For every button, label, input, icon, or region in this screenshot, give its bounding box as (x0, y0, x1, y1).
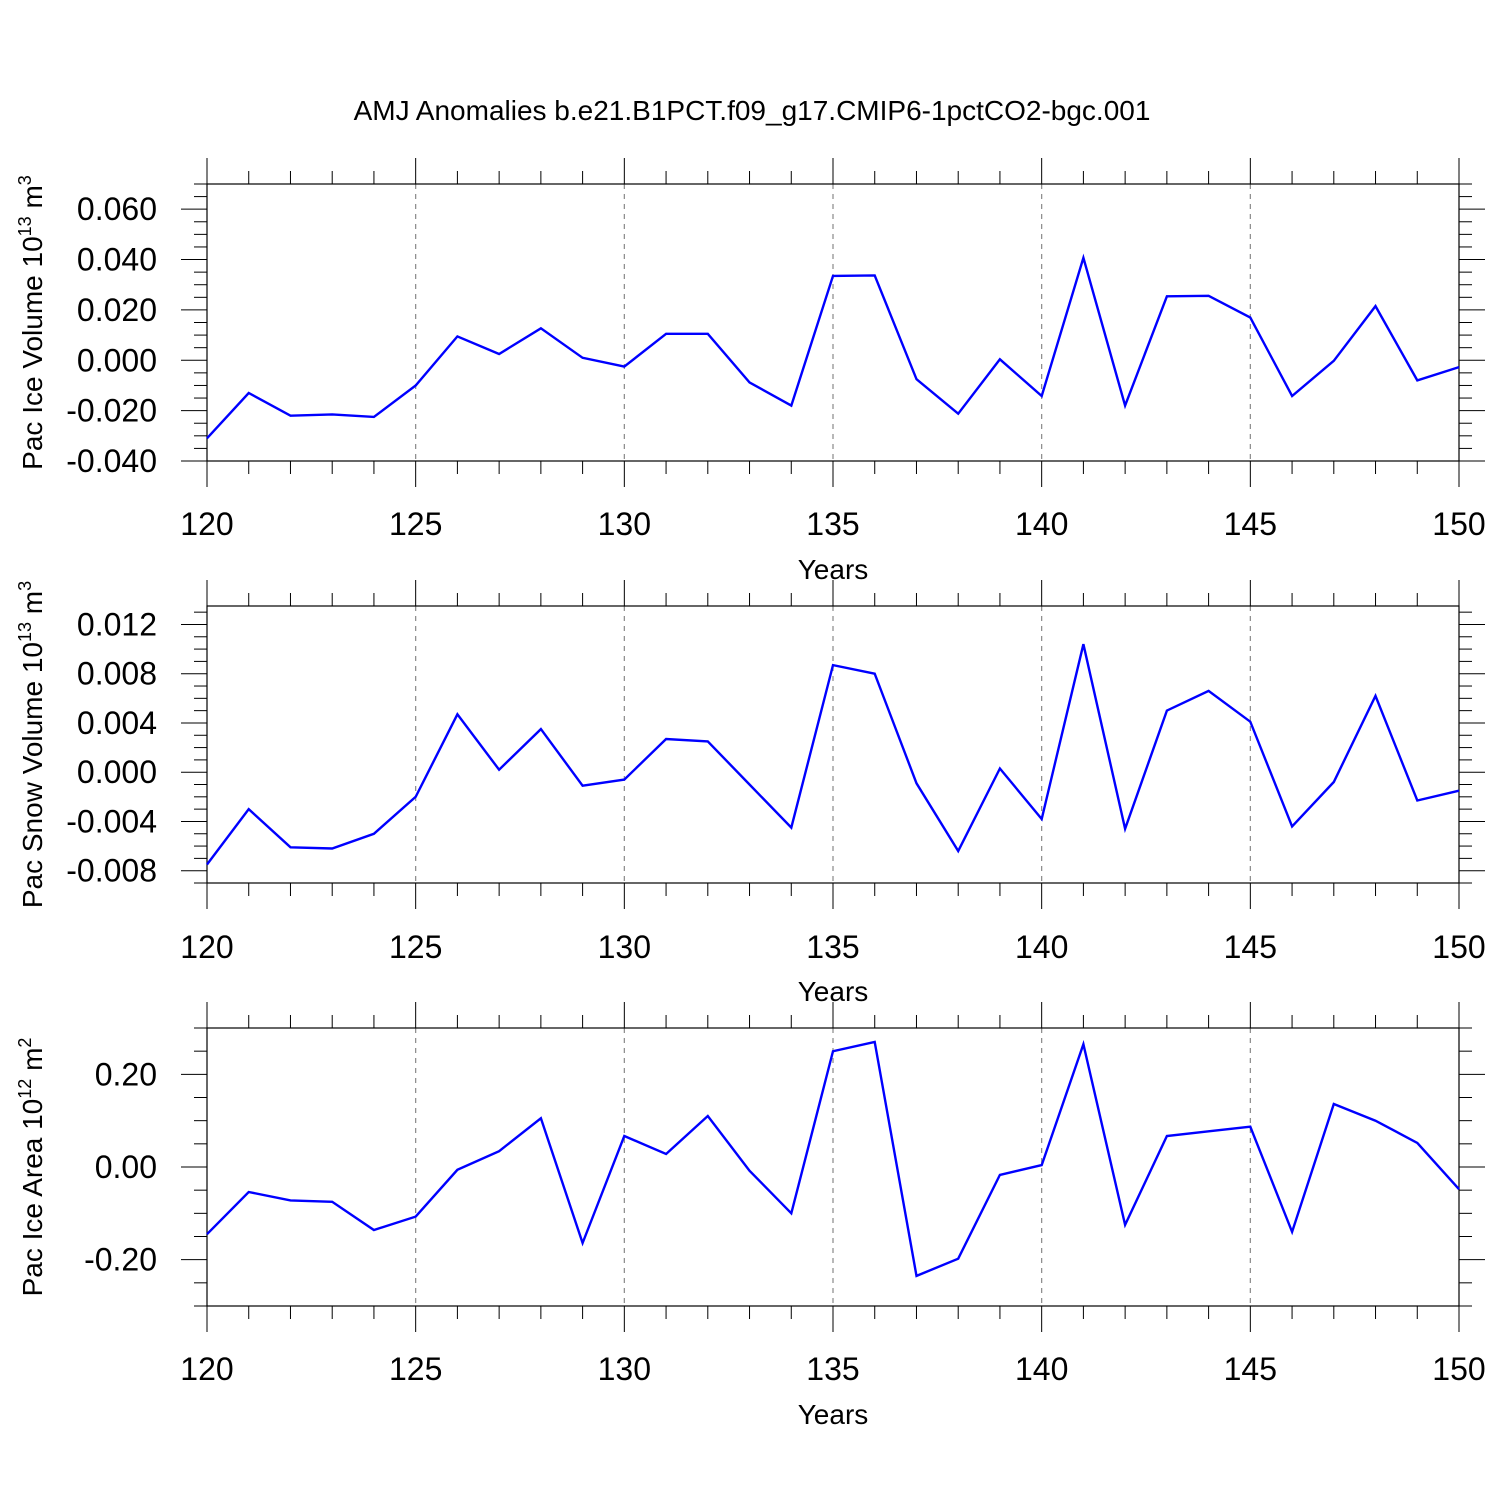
series-line (206, 643, 1460, 866)
y-axis-title: Pac Ice Area 1012 m2 (15, 1038, 48, 1297)
x-tick-label: 135 (806, 929, 859, 965)
x-tick-label: 150 (1432, 1351, 1485, 1387)
x-tick-label: 150 (1432, 929, 1485, 965)
x-tick-label: 145 (1224, 506, 1277, 542)
x-axis-title: Years (798, 1399, 869, 1430)
panels: 120 125 130 135 140 145 150 -0.040 -0.020 0.000 0.… (15, 158, 1486, 1430)
x-tick-label: 120 (180, 929, 233, 965)
plot-frame (206, 1027, 1460, 1307)
panel-1: 120 125 130 135 140 145 150 -0.040 -0.020 0.000 0.… (15, 158, 1486, 585)
y-axis-title: Pac Ice Volume 1013 m3 (15, 175, 48, 470)
x-tick-label: 125 (389, 1351, 442, 1387)
x-tick-label: 135 (806, 1351, 859, 1387)
x-tick-label: 130 (598, 929, 651, 965)
y-tick-label: -0.040 (66, 443, 157, 479)
plot-frame (206, 605, 1460, 884)
x-tick-label: 150 (1432, 506, 1485, 542)
series-line (206, 253, 1460, 440)
x-tick-label: 140 (1015, 929, 1068, 965)
y-tick-label: 0.008 (77, 656, 157, 692)
x-axis-title: Years (798, 554, 869, 585)
x-tick-label: 145 (1224, 929, 1277, 965)
x-tick-label: 140 (1015, 1351, 1068, 1387)
x-tick-label: 140 (1015, 506, 1068, 542)
x-tick-label: 120 (180, 1351, 233, 1387)
plot-frame (206, 183, 1460, 462)
y-tick-label: 0.004 (77, 705, 157, 741)
series-line (206, 1039, 1460, 1278)
panel-2: 120 125 130 135 140 145 150 -0.008 -0.004 0.000 0.… (15, 580, 1486, 1007)
panel-3: 120 125 130 135 140 145 150 -0.20 0.00 0.20 Years P… (15, 1002, 1486, 1430)
y-tick-label: -0.008 (66, 853, 157, 889)
figure-title: AMJ Anomalies b.e21.B1PCT.f09_g17.CMIP6-… (354, 95, 1151, 126)
y-tick-label: 0.000 (77, 342, 157, 378)
x-tick-label: 130 (598, 506, 651, 542)
y-tick-label: 0.00 (95, 1149, 157, 1185)
y-tick-label: 0.020 (77, 292, 157, 328)
x-tick-label: 130 (598, 1351, 651, 1387)
y-tick-label: 0.012 (77, 606, 157, 642)
y-tick-label: 0.000 (77, 754, 157, 790)
y-axis-title: Pac Snow Volume 1013 m3 (15, 581, 48, 908)
x-axis-title: Years (798, 976, 869, 1007)
x-tick-label: 125 (389, 506, 442, 542)
x-tick-label: 145 (1224, 1351, 1277, 1387)
x-tick-label: 135 (806, 506, 859, 542)
y-tick-label: 0.060 (77, 191, 157, 227)
y-tick-label: -0.20 (84, 1242, 157, 1278)
x-tick-label: 125 (389, 929, 442, 965)
y-tick-label: -0.020 (66, 393, 157, 429)
x-tick-label: 120 (180, 506, 233, 542)
y-tick-label: 0.20 (95, 1056, 157, 1092)
y-tick-label: -0.004 (66, 803, 157, 839)
y-tick-label: 0.040 (77, 242, 157, 278)
